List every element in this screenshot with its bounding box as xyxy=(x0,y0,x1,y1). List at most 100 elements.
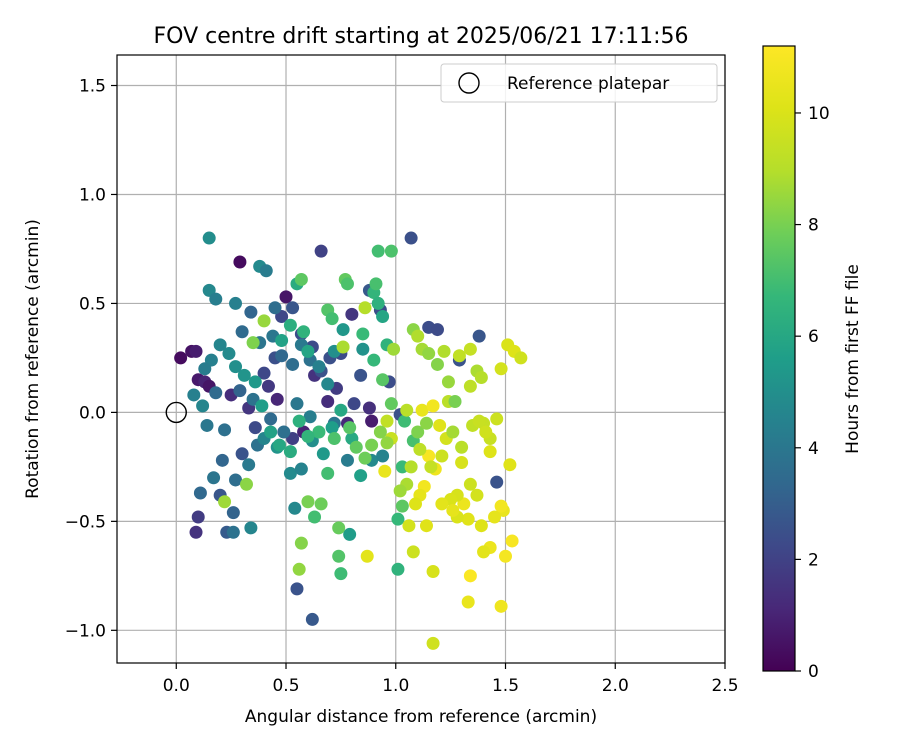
data-point xyxy=(404,231,418,245)
data-point xyxy=(283,466,297,480)
data-point xyxy=(380,436,394,450)
data-point xyxy=(398,414,412,428)
data-point xyxy=(371,244,385,258)
y-tick-label: 0.5 xyxy=(79,294,106,314)
data-point xyxy=(242,458,256,472)
data-point xyxy=(237,368,251,382)
data-point xyxy=(415,403,429,417)
data-point xyxy=(463,477,477,491)
data-point xyxy=(446,425,460,439)
x-tick-label: 2.5 xyxy=(711,676,738,696)
data-point xyxy=(347,397,361,411)
data-point xyxy=(244,305,258,319)
data-point xyxy=(360,549,374,563)
data-point xyxy=(384,397,398,411)
data-point xyxy=(233,255,247,269)
data-point xyxy=(391,512,405,526)
data-point xyxy=(191,510,205,524)
data-point xyxy=(455,456,469,470)
data-point xyxy=(294,536,308,550)
data-point xyxy=(402,519,416,533)
colorbar-tick-label: 4 xyxy=(808,439,819,459)
data-point xyxy=(261,379,275,393)
data-point xyxy=(406,545,420,559)
data-point xyxy=(229,360,243,374)
x-tick-label: 1.0 xyxy=(382,676,409,696)
data-point xyxy=(244,521,258,535)
data-point xyxy=(202,231,216,245)
data-point xyxy=(488,510,502,524)
data-point xyxy=(470,488,484,502)
y-axis-label: Rotation from reference (arcmin) xyxy=(23,219,43,499)
data-point xyxy=(327,432,341,446)
data-point xyxy=(308,510,322,524)
data-point xyxy=(463,569,477,583)
data-point xyxy=(461,512,475,526)
data-point xyxy=(325,421,339,435)
data-point xyxy=(321,377,335,391)
data-point xyxy=(229,473,243,487)
data-point xyxy=(435,497,449,511)
data-point xyxy=(474,519,488,533)
data-point xyxy=(207,471,221,485)
data-point xyxy=(215,453,229,467)
data-point xyxy=(490,475,504,489)
data-point xyxy=(393,484,407,498)
data-point xyxy=(270,392,284,406)
data-point xyxy=(479,425,493,439)
chart-title: FOV centre drift starting at 2025/06/21 … xyxy=(154,24,689,49)
data-point xyxy=(411,329,425,343)
data-point xyxy=(376,310,390,324)
data-point xyxy=(312,425,326,439)
data-point xyxy=(448,394,462,408)
data-point xyxy=(369,277,383,291)
data-point xyxy=(505,534,519,548)
data-point xyxy=(362,401,376,415)
data-point xyxy=(452,349,466,363)
legend-marker-icon xyxy=(458,72,480,94)
data-point xyxy=(334,403,348,417)
data-point xyxy=(229,296,243,310)
data-point xyxy=(279,290,293,304)
data-point xyxy=(437,344,451,358)
reference-point xyxy=(165,401,187,424)
y-tick-label: 1.0 xyxy=(79,185,106,205)
data-point xyxy=(189,525,203,539)
data-point xyxy=(378,464,392,478)
data-point xyxy=(514,351,528,365)
data-point xyxy=(461,595,475,609)
data-point xyxy=(316,447,330,461)
colorbar-tick-label: 8 xyxy=(808,216,819,236)
x-tick-label: 1.5 xyxy=(492,676,519,696)
plot-frame xyxy=(116,54,726,664)
data-point xyxy=(349,440,363,454)
x-axis-label: Angular distance from reference (arcmin) xyxy=(245,707,597,727)
data-point xyxy=(290,582,304,596)
data-point xyxy=(283,318,297,332)
data-point xyxy=(303,410,317,424)
data-point xyxy=(358,301,372,315)
x-tick-label: 2.0 xyxy=(602,676,629,696)
data-point xyxy=(334,567,348,581)
data-point xyxy=(384,244,398,258)
legend-box xyxy=(440,63,718,103)
x-axis-ticks: 0.0 0.5 1.0 1.5 2.0 2.5 xyxy=(163,663,739,696)
y-tick-label: 1.5 xyxy=(79,77,106,97)
data-point xyxy=(264,425,278,439)
data-point xyxy=(358,451,372,465)
y-axis-ticks: −1.0 −0.5 0.0 0.5 1.0 1.5 xyxy=(65,77,117,641)
data-point xyxy=(354,469,368,483)
data-point xyxy=(472,329,486,343)
x-tick-label: 0.5 xyxy=(272,676,299,696)
data-point xyxy=(301,429,315,443)
data-point xyxy=(494,599,508,613)
data-point xyxy=(426,636,440,650)
colorbar: 0 2 4 6 8 10 Hours from first FF file xyxy=(762,45,863,682)
data-point xyxy=(268,301,282,315)
data-point xyxy=(483,445,497,459)
x-tick-label: 0.0 xyxy=(163,676,190,696)
data-point xyxy=(332,521,346,535)
data-point xyxy=(275,333,289,347)
data-point xyxy=(446,503,460,517)
